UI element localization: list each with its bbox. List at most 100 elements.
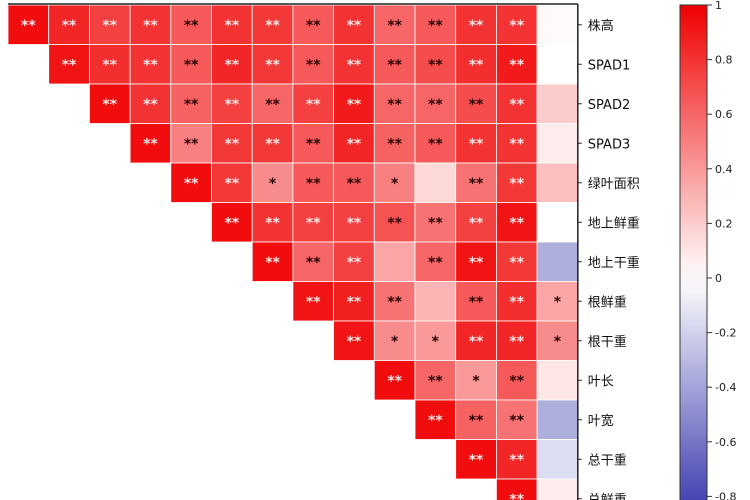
heatmap-cell [455,162,497,203]
significance-mark: ** [184,97,199,113]
heatmap-cell [373,241,416,282]
heatmap-cell [129,44,172,85]
heatmap-cell [251,202,294,243]
heatmap-cell [211,123,253,164]
heatmap-cell [455,360,497,401]
significance-mark: ** [469,18,484,34]
significance-mark: ** [143,57,158,73]
heatmap-cell [495,439,538,480]
heatmap-cell [414,162,457,203]
heatmap-cell [455,241,497,282]
heatmap-cell [414,399,457,440]
significance-mark: ** [509,294,524,310]
row-label: SPAD3 [588,137,630,152]
row-label: 地上鲜重 [588,215,640,231]
significance-mark: ** [102,97,117,113]
heatmap-cell [536,478,579,500]
heatmap-cell [292,162,334,203]
heatmap-cell [414,360,457,401]
colorbar-tick-label: 0 [715,272,722,285]
significance-mark: ** [347,215,362,231]
row-label: SPAD1 [588,58,630,73]
significance-mark: ** [509,452,524,468]
heatmap-cell [536,44,579,85]
row-label: SPAD2 [588,98,630,113]
significance-mark: ** [469,334,484,350]
significance-mark: ** [469,413,484,429]
significance-mark: * [554,334,562,350]
significance-mark: ** [428,413,443,429]
significance-mark: ** [509,136,524,152]
significance-mark: ** [509,492,524,500]
significance-mark: ** [184,57,199,73]
heatmap-cell [455,123,497,164]
colorbar-gradient [679,4,708,500]
row-label: 株高 [588,18,614,34]
heatmap-cell [333,123,375,164]
heatmap-cell [495,399,538,440]
heatmap-cell [455,281,497,322]
significance-mark: ** [143,136,158,152]
significance-mark: ** [225,176,240,192]
significance-mark: ** [306,18,321,34]
significance-mark: ** [21,18,36,34]
significance-mark: ** [387,18,402,34]
heatmap-cell [414,320,457,361]
heatmap-cell [292,4,334,45]
heatmap-cell [536,360,579,401]
significance-mark: ** [509,215,524,231]
heatmap-cell [373,4,416,45]
heatmap-cell [373,320,416,361]
significance-mark: ** [306,57,321,73]
significance-mark: ** [225,57,240,73]
row-label: 总干重 [588,452,627,468]
row-label: 叶宽 [588,413,614,429]
significance-mark: ** [509,18,524,34]
heatmap-cell [292,44,334,85]
colorbar-tick-label: 1 [715,0,722,12]
colorbar-tick-label: -0.2 [715,327,736,340]
colorbar-tick-label: -0.8 [715,490,736,500]
significance-mark: ** [469,255,484,271]
significance-mark: ** [306,136,321,152]
significance-mark: ** [347,97,362,113]
significance-mark: ** [387,373,402,389]
heatmap-cell [251,162,294,203]
significance-mark: ** [265,18,280,34]
heatmap-cell [414,241,457,282]
significance-mark: ** [306,294,321,310]
heatmap-cell [48,4,90,45]
colorbar-tick-label: 0.4 [715,163,733,176]
row-label: 地上干重 [588,255,640,271]
heatmap-cell [211,202,253,243]
heatmap-cell [211,44,253,85]
significance-mark: ** [184,176,199,192]
heatmap-cell [170,44,212,85]
heatmap-cell [129,83,172,124]
heatmap-cell [536,202,579,243]
significance-mark: * [269,176,277,192]
heatmap-cell [536,439,579,480]
significance-mark: ** [469,294,484,310]
significance-mark: ** [102,57,117,73]
significance-mark: ** [347,136,362,152]
heatmap-cell [455,320,497,361]
row-label: 绿叶面积 [588,177,640,192]
significance-mark: ** [347,176,362,192]
significance-mark: ** [387,57,402,73]
heatmap-cell [373,123,416,164]
significance-mark: * [472,373,480,389]
significance-mark: * [391,334,399,350]
colorbar-tick-label: -0.6 [715,436,736,449]
significance-mark: ** [306,215,321,231]
significance-mark: ** [347,294,362,310]
row-label: 总鲜重 [588,492,627,500]
heatmap-cell [455,202,497,243]
significance-mark: ** [225,215,240,231]
significance-mark: ** [225,136,240,152]
significance-mark: ** [387,97,402,113]
significance-mark: ** [469,176,484,192]
colorbar-tick-label: 0.2 [715,217,733,230]
heatmap-cell [373,44,416,85]
significance-mark: * [554,294,562,310]
